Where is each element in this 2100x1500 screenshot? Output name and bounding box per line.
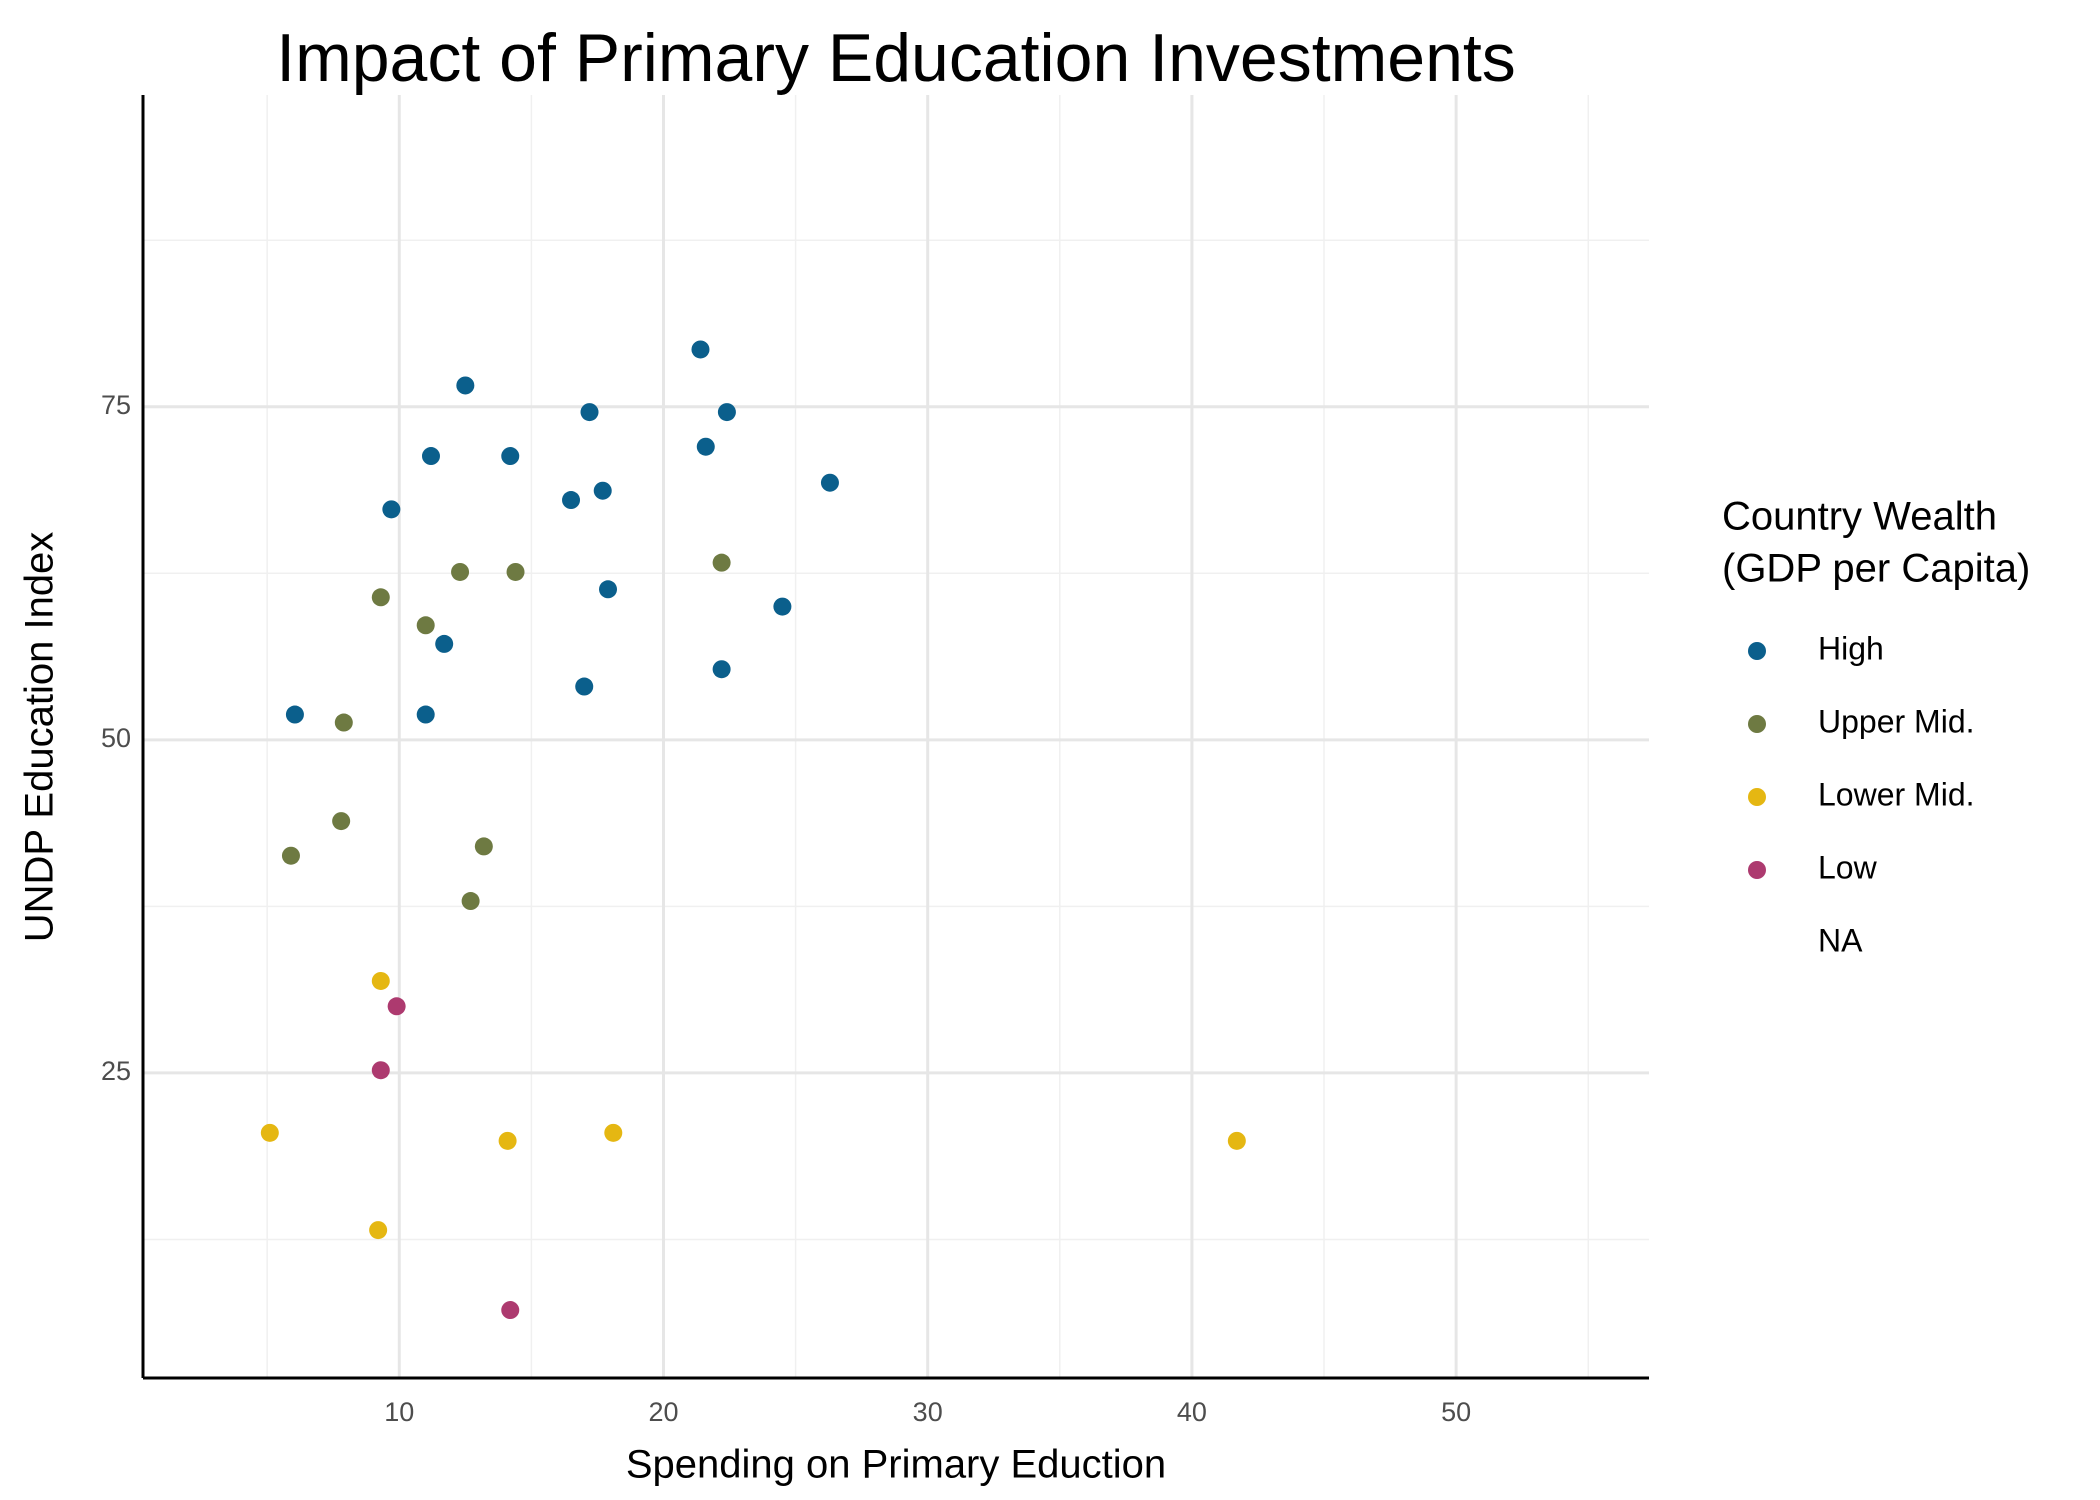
point <box>593 481 612 500</box>
point <box>820 473 839 492</box>
point <box>712 660 731 679</box>
x-tick-label: 10 <box>384 1397 414 1427</box>
x-tick-label: 20 <box>648 1397 678 1427</box>
x-tick-label: 40 <box>1177 1397 1207 1427</box>
point <box>696 437 715 456</box>
y-tick-label: 75 <box>101 390 131 420</box>
point <box>371 588 390 607</box>
legend-label: High <box>1818 630 1884 666</box>
legend-label: NA <box>1818 922 1863 958</box>
point <box>281 846 300 865</box>
chart-title: Impact of Primary Education Investments <box>276 20 1516 96</box>
legend-title: Country Wealth <box>1722 495 1997 539</box>
point <box>575 677 594 696</box>
y-tick-label: 25 <box>101 1056 131 1086</box>
point <box>456 376 475 395</box>
point <box>260 1123 279 1142</box>
point <box>712 553 731 572</box>
point <box>332 812 351 831</box>
point <box>498 1131 517 1150</box>
point <box>562 491 581 510</box>
point <box>501 447 520 466</box>
point <box>599 580 618 599</box>
point <box>474 837 493 856</box>
y-axis-label: UNDP Education Index <box>18 532 62 943</box>
point <box>371 971 390 990</box>
x-axis-label: Spending on Primary Eduction <box>626 1443 1166 1487</box>
point <box>717 403 736 422</box>
legend-marker <box>1748 788 1766 806</box>
x-tick-label: 50 <box>1441 1397 1471 1427</box>
point <box>371 1061 390 1080</box>
point <box>435 634 454 653</box>
point <box>580 403 599 422</box>
legend-marker <box>1748 861 1766 879</box>
legend-label: Lower Mid. <box>1818 776 1975 812</box>
x-tick-label: 30 <box>913 1397 943 1427</box>
legend-label: Upper Mid. <box>1818 703 1975 739</box>
point <box>506 562 525 581</box>
legend-label: Low <box>1818 849 1878 885</box>
point <box>461 892 480 911</box>
y-tick-label: 50 <box>101 723 131 753</box>
point <box>604 1123 623 1142</box>
point <box>387 997 406 1016</box>
point <box>382 500 401 519</box>
point <box>773 597 792 616</box>
point <box>369 1221 388 1240</box>
point <box>416 705 435 724</box>
legend-title: (GDP per Capita) <box>1722 547 2030 591</box>
point <box>285 705 304 724</box>
point <box>421 447 440 466</box>
legend-marker <box>1748 642 1766 660</box>
point <box>501 1301 520 1320</box>
point <box>416 616 435 635</box>
point <box>1227 1131 1246 1150</box>
point <box>451 562 470 581</box>
point <box>691 340 710 359</box>
legend-marker <box>1748 715 1766 733</box>
point <box>334 713 353 732</box>
